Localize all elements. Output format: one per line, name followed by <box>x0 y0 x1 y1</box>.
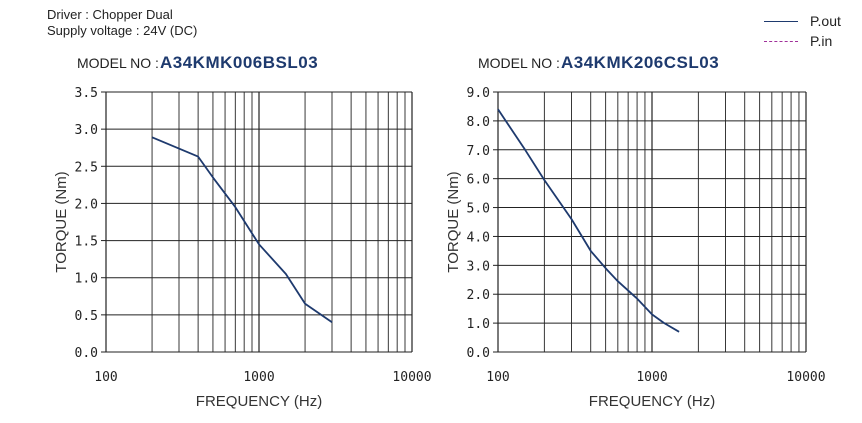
y-tick-label: 8.0 <box>467 115 490 130</box>
y-tick-label: 3.0 <box>467 259 490 274</box>
x-tick-label: 100 <box>94 370 117 385</box>
chart-notes: Driver : Chopper Dual Supply voltage : 2… <box>47 7 197 39</box>
y-tick-label: 5.0 <box>467 202 490 217</box>
x-tick-label: 1000 <box>636 370 667 385</box>
legend-label-pin: P.in <box>810 33 833 49</box>
model-prefix-label: MODEL NO : <box>478 55 560 71</box>
model-number: A34KMK006BSL03 <box>160 53 318 72</box>
y-tick-label: 3.5 <box>75 86 98 101</box>
y-tick-label: 1.0 <box>75 272 98 287</box>
y-tick-label: 3.0 <box>75 123 98 138</box>
legend: P.out P.in <box>752 0 862 60</box>
legend-line-solid <box>764 21 798 22</box>
series-line-pout <box>497 108 680 333</box>
y-tick-label: 2.0 <box>467 288 490 303</box>
model-number: A34KMK206CSL03 <box>561 53 719 72</box>
series-line-pout <box>151 136 333 324</box>
legend-line-dashed <box>764 41 798 42</box>
y-tick-label: 2.0 <box>75 197 98 212</box>
y-tick-label: 1.5 <box>75 235 98 250</box>
supply-voltage-note: Supply voltage : 24V (DC) <box>47 23 198 38</box>
x-tick-label: 10000 <box>786 370 825 385</box>
y-tick-label: 0.0 <box>75 346 98 361</box>
y-tick-label: 9.0 <box>467 86 490 101</box>
y-tick-label: 2.5 <box>75 160 98 175</box>
y-tick-label: 6.0 <box>467 173 490 188</box>
y-tick-label: 0.5 <box>75 309 98 324</box>
y-tick-label: 1.0 <box>467 317 490 332</box>
legend-label-pout: P.out <box>810 13 841 29</box>
x-axis-label: FREQUENCY (Hz) <box>196 393 322 410</box>
y-axis-label: TORQUE (Nm) <box>445 171 462 272</box>
y-tick-label: 7.0 <box>467 144 490 159</box>
x-axis-label: FREQUENCY (Hz) <box>589 393 715 410</box>
y-axis-label: TORQUE (Nm) <box>53 171 70 272</box>
model-prefix-label: MODEL NO : <box>77 55 159 71</box>
chart-2: MODEL NO : A34KMK206CSL03 0.0 1.0 2.0 3.0 4.0 5… <box>445 53 826 410</box>
y-tick-label: 4.0 <box>467 230 490 245</box>
x-tick-label: 10000 <box>392 370 431 385</box>
x-tick-label: 1000 <box>243 370 274 385</box>
y-tick-label: 0.0 <box>467 346 490 361</box>
x-tick-label: 100 <box>486 370 509 385</box>
chart-1: MODEL NO : A34KMK006BSL03 0.0 0.5 1.0 1.5 2.0 2… <box>53 53 432 410</box>
driver-note: Driver : Chopper Dual <box>47 7 173 22</box>
